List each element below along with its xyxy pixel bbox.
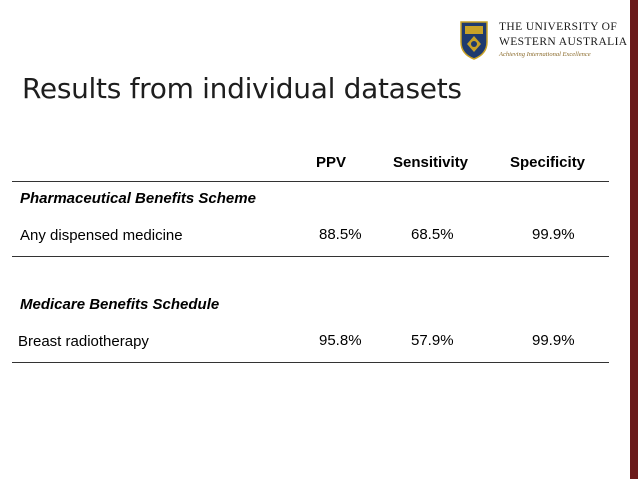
- table-divider: [12, 256, 609, 257]
- row-label-breast-radiotherapy: Breast radiotherapy: [18, 333, 149, 350]
- table-divider: [12, 362, 609, 363]
- cell-sensitivity: 68.5%: [411, 226, 454, 243]
- column-header-sensitivity: Sensitivity: [393, 154, 469, 171]
- section-heading-pbs: Pharmaceutical Benefits Scheme: [20, 190, 256, 207]
- row-label-any-dispensed-medicine: Any dispensed medicine: [20, 227, 183, 244]
- cell-ppv: 95.8%: [319, 332, 362, 349]
- column-header-specificity: Specificity: [510, 154, 586, 171]
- table-divider: [12, 181, 609, 182]
- slide-title: Results from individual datasets: [22, 72, 462, 105]
- logo-line-1: THE UNIVERSITY OF: [499, 21, 618, 33]
- cell-sensitivity: 57.9%: [411, 332, 454, 349]
- column-header-ppv: PPV: [316, 154, 347, 171]
- university-logo: THE UNIVERSITY OF WESTERN AUSTRALIA Achi…: [459, 18, 627, 66]
- slide-accent-bar: [630, 0, 638, 479]
- cell-ppv: 88.5%: [319, 226, 362, 243]
- cell-specificity: 99.9%: [532, 226, 575, 243]
- logo-line-2: WESTERN AUSTRALIA: [499, 36, 628, 48]
- section-heading-mbs: Medicare Benefits Schedule: [20, 296, 220, 313]
- crest-icon: [460, 21, 488, 60]
- logo-tagline: Achieving International Excellence: [499, 51, 591, 58]
- cell-specificity: 99.9%: [532, 332, 575, 349]
